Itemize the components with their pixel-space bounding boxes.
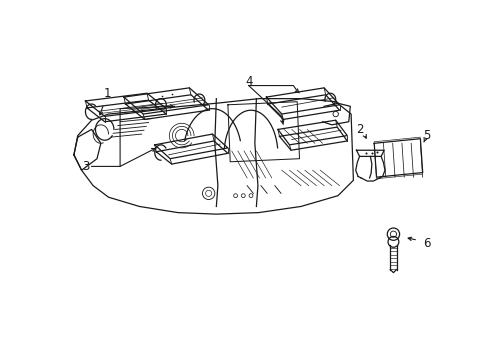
Text: 2: 2 bbox=[356, 123, 364, 136]
Text: 4: 4 bbox=[244, 75, 252, 88]
Text: 3: 3 bbox=[81, 160, 89, 173]
Text: 1: 1 bbox=[103, 87, 110, 100]
Text: 5: 5 bbox=[422, 129, 429, 142]
Text: 6: 6 bbox=[422, 237, 429, 250]
